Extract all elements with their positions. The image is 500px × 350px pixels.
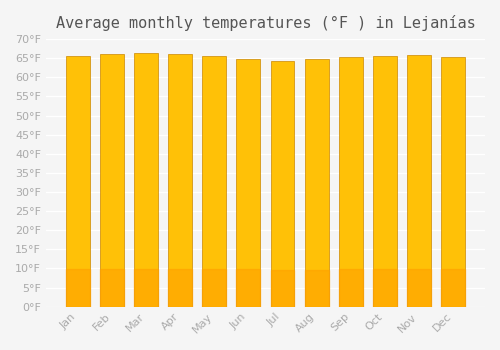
- Bar: [373, 56, 397, 307]
- Bar: [134, 53, 158, 307]
- Title: Average monthly temperatures (°F ) in Lejanías: Average monthly temperatures (°F ) in Le…: [56, 15, 476, 31]
- Bar: [236, 270, 260, 307]
- Bar: [407, 55, 431, 307]
- Bar: [270, 61, 294, 307]
- Bar: [339, 57, 362, 307]
- Bar: [270, 270, 294, 307]
- Bar: [202, 269, 226, 307]
- Bar: [441, 269, 465, 307]
- Bar: [304, 59, 328, 307]
- Bar: [304, 270, 328, 307]
- Bar: [100, 54, 124, 307]
- Bar: [202, 56, 226, 307]
- Bar: [168, 54, 192, 307]
- Bar: [441, 57, 465, 307]
- Bar: [339, 269, 362, 307]
- Bar: [373, 269, 397, 307]
- Bar: [66, 269, 90, 307]
- Bar: [168, 269, 192, 307]
- Bar: [134, 269, 158, 307]
- Bar: [407, 269, 431, 307]
- Bar: [66, 56, 90, 307]
- Bar: [100, 269, 124, 307]
- Bar: [236, 58, 260, 307]
